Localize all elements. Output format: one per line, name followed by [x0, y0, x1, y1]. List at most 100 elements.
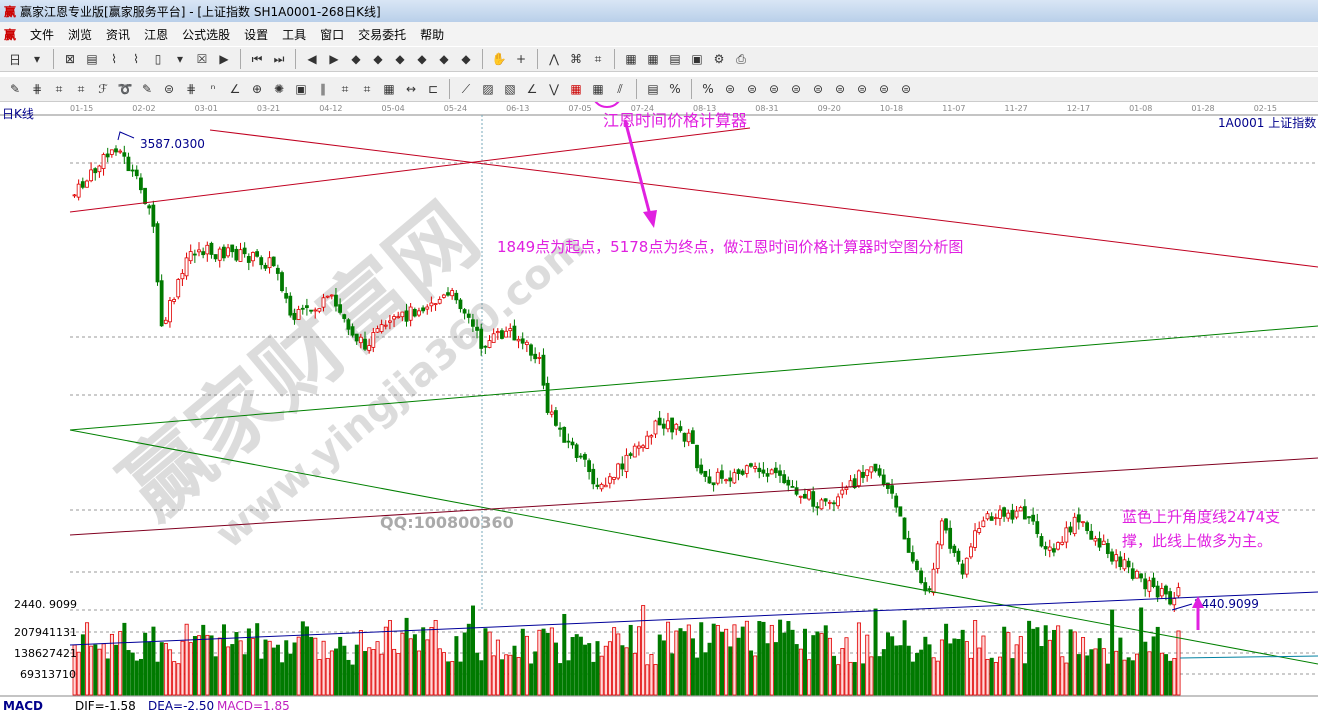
box-fan-icon[interactable]: ▧ — [504, 82, 516, 96]
save-icon[interactable]: ▣ — [691, 52, 703, 66]
angle-line-icon[interactable]: ∠ — [526, 82, 538, 96]
notes-icon[interactable]: ▤ — [86, 52, 98, 66]
grid2-icon[interactable]: ▦ — [592, 82, 604, 96]
dropdown-icon[interactable]: ▾ — [176, 52, 184, 66]
calendar-grid-icon[interactable]: ▦ — [383, 82, 395, 96]
candle — [1006, 512, 1011, 519]
time-price-calculator-icon[interactable]: ▦ — [570, 82, 582, 96]
chart-a-icon[interactable]: ⌇ — [111, 52, 117, 66]
menu-item[interactable]: 文件 — [30, 27, 55, 42]
indicator-name[interactable]: MACD — [3, 699, 43, 713]
next-icon[interactable]: ▶ — [329, 52, 339, 66]
parallel-icon[interactable]: ⋕ — [185, 82, 197, 96]
brush-icon[interactable]: ✎ — [141, 82, 153, 96]
menu-item[interactable]: 江恩 — [144, 27, 169, 42]
volume-bar — [798, 648, 803, 696]
g5-icon[interactable]: ⊜ — [812, 82, 824, 96]
report-icon[interactable]: ▤ — [669, 52, 681, 66]
rect-icon[interactable]: ⊏ — [427, 82, 439, 96]
g8-icon[interactable]: ⊜ — [878, 82, 890, 96]
g1-icon[interactable]: ⊜ — [724, 82, 736, 96]
arrow-h-icon[interactable]: ↔ — [405, 82, 417, 96]
g7-icon[interactable]: ⊜ — [856, 82, 868, 96]
gann-square-icon[interactable]: ⌗ — [77, 81, 85, 96]
candle — [363, 338, 367, 350]
percent-mark-icon[interactable]: % — [669, 82, 681, 96]
menu-item[interactable]: 浏览 — [68, 27, 93, 42]
pen-icon[interactable]: ✎ — [9, 82, 21, 96]
print-icon[interactable]: ⎙ — [736, 51, 746, 66]
menu-item[interactable]: 设置 — [244, 27, 269, 42]
candle-icon[interactable]: ▯ — [154, 52, 162, 66]
menu-item[interactable]: 交易委托 — [358, 27, 407, 42]
g4-icon[interactable]: ⊜ — [790, 82, 802, 96]
network-icon[interactable]: ⚙ — [713, 52, 725, 66]
gann-line-green-up[interactable] — [69, 325, 1318, 431]
fib-icon[interactable]: ℱ — [98, 82, 108, 96]
candle — [483, 345, 488, 348]
zoom-both-icon[interactable]: ◆ — [395, 52, 405, 66]
fan-icon[interactable]: ⟋ — [461, 81, 471, 96]
n2-icon[interactable]: ⁿ — [210, 82, 216, 96]
zoom-right-icon[interactable]: ◆ — [373, 52, 383, 66]
percent-icon[interactable]: % — [702, 82, 714, 96]
gann-line-blue-support[interactable] — [69, 591, 1318, 646]
menu-item[interactable]: 工具 — [282, 27, 307, 42]
multi-line-icon[interactable]: ⫽ — [617, 81, 623, 96]
menu-logo[interactable]: 赢 — [4, 27, 17, 42]
g9-icon[interactable]: ⊜ — [900, 82, 912, 96]
menu-item[interactable]: 公式选股 — [182, 27, 231, 42]
crosshair-icon[interactable]: + — [515, 52, 527, 66]
table-icon[interactable]: ▤ — [647, 82, 659, 96]
menu-item[interactable]: 资讯 — [106, 27, 131, 42]
calc-icon[interactable]: ⌘ — [570, 52, 582, 66]
line-icon[interactable]: ⋀ — [549, 52, 559, 66]
zoom-left-icon[interactable]: ◆ — [351, 52, 361, 66]
radar-icon[interactable]: ✺ — [273, 82, 285, 96]
kline-chart[interactable]: 日K线 01-15 02-02 03-01 03-21 04-12 05-04 05-24 0… — [0, 76, 1318, 716]
gann-line-red-up[interactable] — [69, 127, 751, 213]
volume-bar — [998, 656, 1003, 696]
cross-icon[interactable]: ☒ — [196, 52, 208, 66]
circle-icon[interactable]: ⊜ — [163, 82, 175, 96]
spiral-icon[interactable]: ➰ — [117, 82, 133, 96]
target-icon[interactable]: ⊕ — [251, 82, 263, 96]
chart-b-icon[interactable]: ⌇ — [133, 52, 139, 66]
g2-icon[interactable]: ⊜ — [746, 82, 758, 96]
draw-icon[interactable]: ⊠ — [64, 52, 76, 66]
zoom-all-icon[interactable]: ◆ — [461, 52, 471, 66]
period-day-icon[interactable]: 日 — [8, 52, 21, 67]
volume-bar — [856, 622, 861, 696]
g6-icon[interactable]: ⊜ — [834, 82, 846, 96]
angle-icon[interactable]: ∠ — [229, 82, 241, 96]
first-icon[interactable]: ⏮ — [251, 51, 263, 66]
gear-icon[interactable]: ⌗ — [594, 51, 602, 66]
last-icon[interactable]: ⏭ — [273, 51, 285, 66]
prev-icon[interactable]: ◀ — [307, 52, 317, 66]
calculator-icon[interactable]: ▦ — [647, 52, 659, 66]
g3-icon[interactable]: ⊜ — [768, 82, 780, 96]
candle — [749, 463, 753, 467]
gann-line-red-down[interactable] — [209, 129, 1318, 268]
calendar-icon[interactable]: ▦ — [625, 52, 637, 66]
candle — [89, 169, 93, 182]
volume-bar — [823, 625, 828, 696]
line-v-icon[interactable]: ∥ — [320, 82, 326, 96]
candle — [902, 517, 907, 540]
zoom-in-icon[interactable]: ◆ — [417, 52, 427, 66]
win-icon[interactable]: ⌗ — [363, 81, 371, 96]
v-line-icon[interactable]: ⋁ — [549, 82, 559, 96]
dropdown-icon[interactable]: ▾ — [33, 52, 41, 66]
divine-icon[interactable]: ⌗ — [341, 81, 349, 96]
gann-line-darkred[interactable] — [69, 457, 1318, 536]
grid-icon[interactable]: ⋕ — [31, 82, 43, 96]
gann-fan-icon[interactable]: ⌗ — [55, 81, 63, 96]
box-icon[interactable]: ▣ — [295, 82, 307, 96]
zoom-out-icon[interactable]: ◆ — [439, 52, 449, 66]
menu-item[interactable]: 帮助 — [420, 27, 445, 42]
flag-icon[interactable]: ▶ — [219, 52, 229, 66]
sq-fan-icon[interactable]: ▨ — [482, 82, 494, 96]
menu-item[interactable]: 窗口 — [320, 27, 345, 42]
hand-icon[interactable]: ✋ — [491, 52, 507, 66]
gann-line-green-down[interactable] — [69, 429, 1318, 665]
